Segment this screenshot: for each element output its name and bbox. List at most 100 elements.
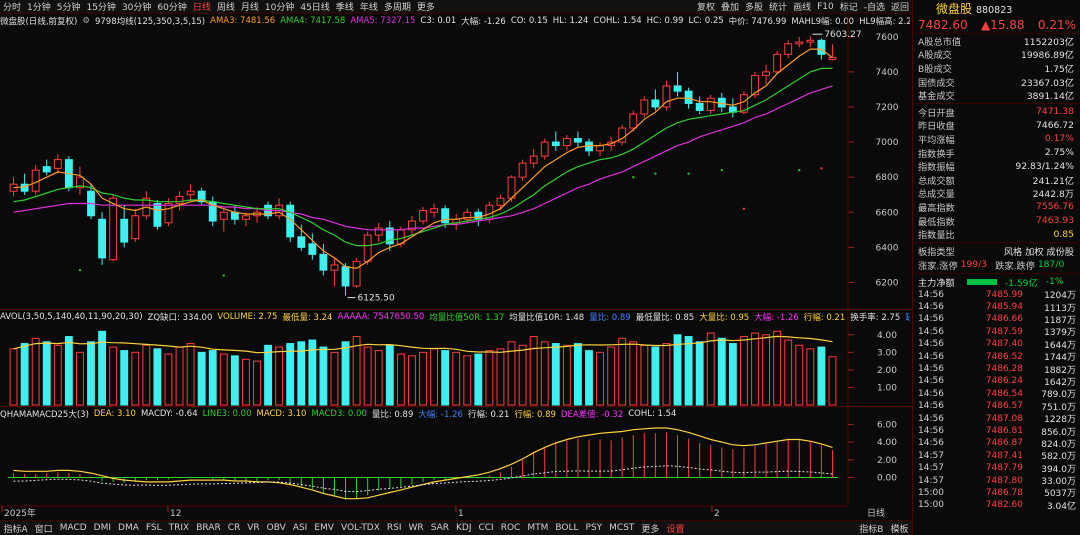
period-tab[interactable]: 日线 xyxy=(192,3,211,13)
period-tab[interactable]: 30分钟 xyxy=(121,3,152,13)
indicator-tab[interactable]: 设置 xyxy=(666,524,685,535)
tick-row[interactable]: 14:57 7487.80 33.00万 xyxy=(914,474,1080,488)
quote-panel: 微盘股 880823 7482.60 ▲15.88 0.21% A股总市值 115… xyxy=(914,0,1080,535)
period-unit-label[interactable]: 日线 xyxy=(867,507,885,519)
tick-price: 7487.80 xyxy=(985,475,1023,486)
tick-row[interactable]: 15:00 7486.78 5037万 xyxy=(914,487,1080,500)
period-tab[interactable]: 45日线 xyxy=(300,3,330,13)
tick-row[interactable]: 14:56 7486.52 1744万 xyxy=(914,350,1080,364)
indicator-tab[interactable]: DMI xyxy=(93,523,112,533)
gear-icon[interactable]: ⚙ xyxy=(82,16,90,26)
indicator-tab[interactable]: OBV xyxy=(266,523,286,533)
indicator-tab[interactable]: BOLL xyxy=(555,523,579,533)
period-tab[interactable]: 15分钟 xyxy=(86,3,116,13)
tick-row[interactable]: 14:56 7486.57 751.0万 xyxy=(914,400,1080,413)
indicator-tab[interactable]: MACD xyxy=(59,523,87,533)
stat-label: 指数量比 xyxy=(918,230,955,242)
tick-row[interactable]: 14:56 7487.40 1644万 xyxy=(914,338,1080,351)
indicator-tab[interactable]: BRAR xyxy=(196,523,221,533)
indicator-tab[interactable]: EMV xyxy=(314,523,334,533)
tick-price: 7486.52 xyxy=(985,351,1023,362)
indicator-tab[interactable]: DMA xyxy=(118,523,139,533)
volume-bar xyxy=(496,348,505,406)
indicator-tab[interactable]: PSY xyxy=(585,523,603,533)
indicator-tab[interactable]: ROC xyxy=(500,523,521,533)
toolbar-action[interactable]: 叠加 xyxy=(721,3,740,13)
tick-volume: 1379万 xyxy=(1044,328,1076,339)
indicator-tab[interactable]: 指标A xyxy=(3,524,28,535)
tick-list[interactable]: 14:56 7485.99 1204万 14:56 7485.94 1113万 14:56 7… xyxy=(914,289,1080,512)
tick-row[interactable]: 14:56 7486.28 1882万 xyxy=(914,363,1080,376)
stat-value: 241.21亿 xyxy=(1032,175,1074,187)
indicator-tab[interactable]: 模板 xyxy=(890,524,909,535)
tick-row[interactable]: 14:56 7486.66 1187万 xyxy=(914,313,1080,326)
tick-volume: 856.0万 xyxy=(1041,427,1076,438)
indicator-tab[interactable]: CCI xyxy=(478,523,494,533)
volume-bar xyxy=(330,351,339,406)
toolbar-action[interactable]: 统计 xyxy=(769,3,788,13)
indicator-tab[interactable]: VR xyxy=(247,523,260,533)
indicator-tab[interactable]: MTM xyxy=(527,523,549,533)
candle-body xyxy=(751,74,759,96)
toolbar-action[interactable]: 标记 xyxy=(839,3,858,13)
tick-time: 14:56 xyxy=(918,425,944,436)
tick-row[interactable]: 14:57 7487.79 394.0万 xyxy=(914,462,1080,475)
tick-row[interactable]: 14:56 7487.59 1379万 xyxy=(914,326,1080,339)
period-tab[interactable]: 季线 xyxy=(335,3,354,13)
indicator-tab[interactable]: MCST xyxy=(609,523,635,533)
volume-bar xyxy=(142,344,151,406)
updown-row: 涨家.涨停 199/3 跌家.跌停 187/0 xyxy=(914,258,1080,272)
toolbar-action[interactable]: 多股 xyxy=(745,3,764,13)
indicator-tab[interactable]: CR xyxy=(227,523,241,533)
avol-field: 均量比值50R: 1.37 xyxy=(429,313,505,323)
stat-value: 7556.76 xyxy=(1036,201,1074,213)
tick-row[interactable]: 14:56 7486.87 824.0万 xyxy=(914,437,1080,450)
toolbar-action[interactable]: -自选 xyxy=(863,3,885,13)
candle-body xyxy=(596,145,604,152)
co-value: CO: 0.15 xyxy=(510,16,548,26)
tick-row[interactable]: 14:56 7485.99 1204万 xyxy=(914,289,1080,302)
indicator-tab[interactable]: RSI xyxy=(386,523,402,533)
indicator-tab[interactable]: ASI xyxy=(292,523,308,533)
indicator-tab[interactable]: TRIX xyxy=(168,523,190,533)
toolbar-action[interactable]: 返回 xyxy=(890,3,909,13)
indicator-tab[interactable]: WR xyxy=(408,523,424,533)
tick-row[interactable]: 14:56 7486.54 789.0万 xyxy=(914,388,1080,401)
indicator-tab[interactable]: VOL-TDX xyxy=(340,523,380,533)
dafu-value: 大幅: -1.26 xyxy=(461,17,506,27)
ma-label: 9798均线(125,350,3,5,15) xyxy=(94,17,206,27)
indicator-tab[interactable]: 窗口 xyxy=(34,524,53,535)
tick-row[interactable]: 15:00 7482.60 3.04亿 xyxy=(914,499,1080,512)
period-tab[interactable]: 60分钟 xyxy=(157,3,187,13)
indicator-tab[interactable]: 更多 xyxy=(641,524,660,535)
volume-bar xyxy=(640,344,649,406)
tick-price: 7487.79 xyxy=(985,463,1023,474)
indicator-tab[interactable]: FSL xyxy=(145,523,162,533)
toolbar-action[interactable]: 复权 xyxy=(697,3,716,13)
plate-type-value[interactable]: 风格 加权 成份股 xyxy=(1003,246,1074,258)
period-tab[interactable]: 分时 xyxy=(3,3,22,13)
toolbar-action[interactable]: 画线 xyxy=(793,3,812,13)
kline-chart[interactable]: 7600 7400 7200 7000 6800 6600 6400 6200 7603.27 6… xyxy=(0,0,912,520)
period-tab[interactable]: 周线 xyxy=(216,3,235,13)
period-tab[interactable]: 10分钟 xyxy=(264,3,295,13)
volume-bar xyxy=(562,344,571,406)
period-tab[interactable]: 月线 xyxy=(240,3,259,13)
period-tab[interactable]: 年线 xyxy=(359,3,378,13)
indicator-tab[interactable]: KDJ xyxy=(455,523,472,533)
tick-row[interactable]: 14:57 7487.41 582.0万 xyxy=(914,450,1080,463)
tick-row[interactable]: 14:56 7485.94 1113万 xyxy=(914,301,1080,314)
indicator-tab[interactable]: 指标B xyxy=(859,524,884,535)
period-tab[interactable]: 5分钟 xyxy=(56,3,81,13)
indicator-tab[interactable]: SAR xyxy=(430,523,449,533)
tick-row[interactable]: 14:56 7487.08 1228万 xyxy=(914,412,1080,426)
tick-volume: 5037万 xyxy=(1044,489,1076,500)
period-tab[interactable]: 更多 xyxy=(416,3,435,13)
period-tab[interactable]: 多周期 xyxy=(383,3,411,13)
tick-time: 14:57 xyxy=(918,463,944,474)
period-tab[interactable]: 1分钟 xyxy=(27,3,51,13)
tick-row[interactable]: 14:56 7486.24 1642万 xyxy=(914,375,1080,388)
tick-row[interactable]: 14:56 7486.81 856.0万 xyxy=(914,425,1080,438)
avol-field: 最低量比: 0.85 xyxy=(635,313,695,323)
toolbar-action[interactable]: F10 xyxy=(817,1,834,12)
